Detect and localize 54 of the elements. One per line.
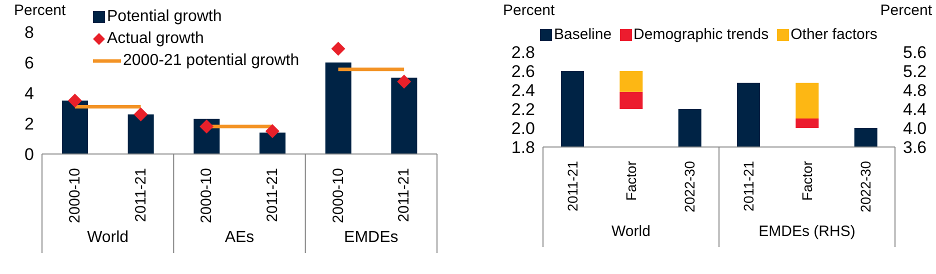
point [134, 107, 148, 122]
y-tick-label: 2.6 [511, 62, 535, 82]
legend-label: Demographic trends [634, 26, 769, 43]
y2-axis-title: Percent [880, 2, 932, 19]
text: EMDEs [343, 229, 400, 247]
text: AEs [224, 229, 256, 247]
y-tick-label: 8 [24, 23, 34, 42]
y-tick-label: 2.8 [511, 43, 535, 62]
y2-tick-label: 4.0 [903, 119, 927, 138]
text: World [86, 229, 130, 247]
legend-label: Potential growth [107, 8, 222, 26]
y-tick-label: 0 [24, 145, 34, 164]
x-tick-label: 2000-10 [330, 168, 347, 224]
y-tick-label: 2 [24, 114, 34, 134]
legend-label: Baseline [554, 26, 612, 43]
y2-tick-label: 5.6 [903, 43, 927, 62]
x-tick-label: 2000-10 [66, 168, 84, 224]
legend-label: Other factors [790, 26, 878, 43]
y2-tick-label: 5.2 [903, 62, 927, 82]
x-tick-label: 2022-30 [858, 160, 874, 212]
bar [128, 114, 154, 154]
bar [325, 62, 352, 154]
y-tick-label: 4 [24, 84, 34, 104]
y-tick-label: 2.2 [511, 100, 535, 120]
point [68, 94, 82, 108]
x-tick-label: 2022-30 [682, 160, 698, 212]
y2-tick-label: 3.6 [903, 138, 927, 158]
bar [391, 78, 418, 154]
bar [62, 100, 88, 154]
legend-label: Actual growth [107, 30, 204, 48]
y-axis-title: Percent [503, 2, 555, 19]
bar [260, 132, 286, 154]
point [265, 124, 280, 138]
y-tick-label: 2.4 [511, 81, 535, 100]
x-tick-label: 2011-21 [564, 160, 580, 212]
y-axis-title: Percent [14, 2, 66, 19]
text: EMDEs (RHS) [758, 223, 856, 240]
x-tick-label: 2011-21 [132, 168, 150, 222]
x-tick-label: 2011-21 [740, 160, 756, 212]
x-tick-label: 2011-21 [264, 168, 281, 222]
y-tick-label: 1.8 [511, 138, 535, 158]
x-tick-label: 2011-21 [396, 168, 413, 222]
text: World [610, 223, 652, 240]
x-tick-label: Factor [623, 160, 639, 201]
point [397, 74, 412, 89]
y2-tick-label: 4.4 [903, 100, 927, 120]
y2-tick-label: 4.8 [903, 81, 927, 100]
y-tick-label: 6 [24, 54, 34, 73]
x-tick-label: 2000-10 [198, 168, 216, 224]
y-tick-label: 2.0 [511, 119, 535, 138]
x-tick-label: Factor [799, 160, 815, 201]
point [331, 42, 346, 56]
legend-label: 2000-21 potential growth [123, 52, 300, 70]
point [200, 120, 214, 134]
